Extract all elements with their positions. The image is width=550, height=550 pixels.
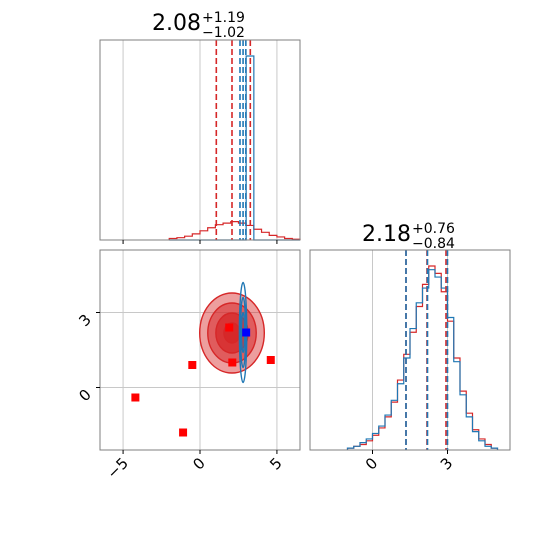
x-tick-label: 3	[437, 454, 456, 473]
y-tick-label: 0	[75, 386, 94, 405]
title-main: 2.08	[152, 11, 201, 36]
marker-red-square	[266, 356, 275, 364]
marker-red-square	[179, 428, 188, 437]
marker-red-square	[188, 361, 197, 369]
panel-bottom-right: 0 3 2.18 +0.76 −0.84	[309, 221, 511, 474]
x-tick-label: 0	[362, 454, 381, 473]
title-plus: +1.19	[202, 10, 245, 26]
title-bottom-right: 2.18 +0.76 −0.84	[362, 221, 455, 252]
marker-red-square	[131, 393, 140, 402]
panel-top-left: 2.08 +1.19 −1.02	[99, 10, 301, 244]
title-top-left: 2.08 +1.19 −1.02	[152, 10, 245, 41]
marker-red-square	[228, 358, 237, 367]
x-tick-label: 0	[189, 454, 208, 473]
x-tick-label: −5	[104, 454, 132, 482]
title-minus: −0.84	[412, 236, 455, 252]
title-plus: +0.76	[412, 221, 455, 237]
panel-bottom-left: −5 0 5 0 3	[75, 249, 301, 482]
marker-blue-square	[242, 328, 251, 337]
histogram-step	[168, 221, 301, 240]
axes-frame-bottom-right	[309, 249, 511, 451]
y-tick-label: 3	[75, 311, 94, 330]
marker-red-square	[225, 323, 234, 332]
histogram-step	[169, 55, 300, 241]
histogram-step	[346, 269, 499, 450]
title-main: 2.18	[362, 222, 411, 247]
x-tick-label: 5	[266, 454, 285, 473]
title-minus: −1.02	[202, 25, 245, 41]
